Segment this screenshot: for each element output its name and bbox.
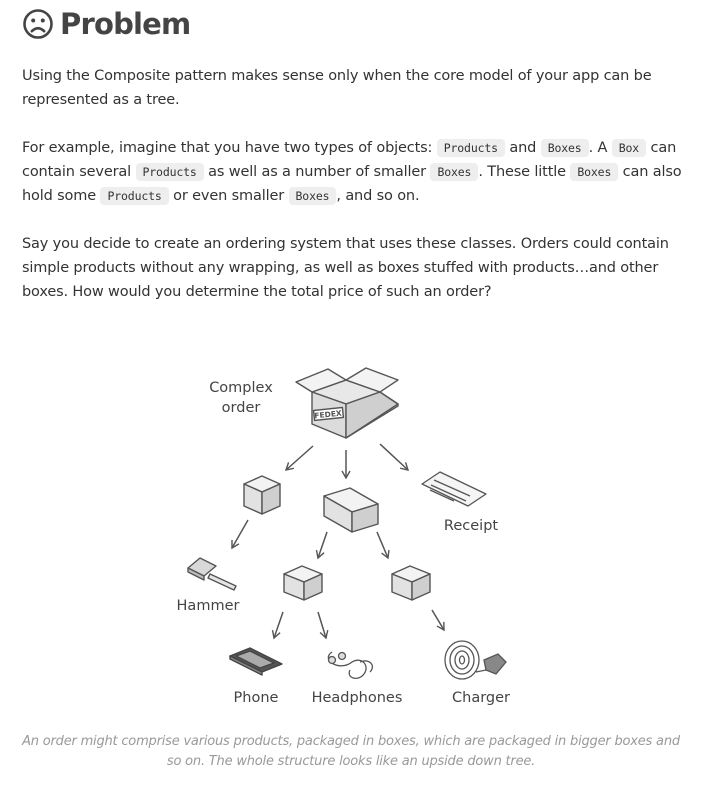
small-box-icon	[283, 565, 323, 601]
section-heading: Problem	[22, 6, 191, 42]
headphones-icon	[327, 651, 374, 680]
hammer-icon	[187, 557, 237, 591]
paragraph-example: For example, imagine that you have two t…	[22, 139, 682, 205]
charger-icon	[444, 640, 507, 680]
open-box-icon: FEDEX	[295, 367, 399, 439]
small-box-icon	[391, 565, 431, 601]
svg-text:FEDEX: FEDEX	[314, 409, 342, 421]
code-box: Box	[611, 139, 647, 157]
code-boxes: Boxes	[570, 163, 619, 181]
small-box-icon	[243, 475, 281, 515]
label-complex-order: Complex order	[209, 380, 273, 416]
figure-caption: An order might comprise various products…	[22, 734, 680, 769]
code-boxes: Boxes	[430, 163, 479, 181]
paragraph-intro: Using the Composite pattern makes sense …	[22, 68, 652, 108]
code-boxes: Boxes	[288, 187, 337, 205]
label-receipt: Receipt	[443, 518, 499, 534]
page-title: Problem	[60, 7, 191, 41]
code-products: Products	[436, 139, 505, 157]
phone-icon	[229, 647, 283, 676]
label-headphones: Headphones	[311, 690, 403, 706]
code-products: Products	[100, 187, 169, 205]
receipt-icon	[421, 471, 487, 507]
medium-box-icon	[323, 487, 379, 533]
code-products: Products	[135, 163, 204, 181]
label-hammer: Hammer	[176, 598, 240, 614]
label-charger: Charger	[452, 690, 510, 706]
order-tree-diagram: FEDEX	[170, 360, 520, 710]
tree-arrows	[231, 443, 445, 640]
code-boxes: Boxes	[540, 139, 589, 157]
label-phone: Phone	[233, 690, 279, 706]
paragraph-ordering-system: Say you decide to create an ordering sys…	[22, 236, 669, 300]
sad-face-icon	[23, 9, 53, 39]
